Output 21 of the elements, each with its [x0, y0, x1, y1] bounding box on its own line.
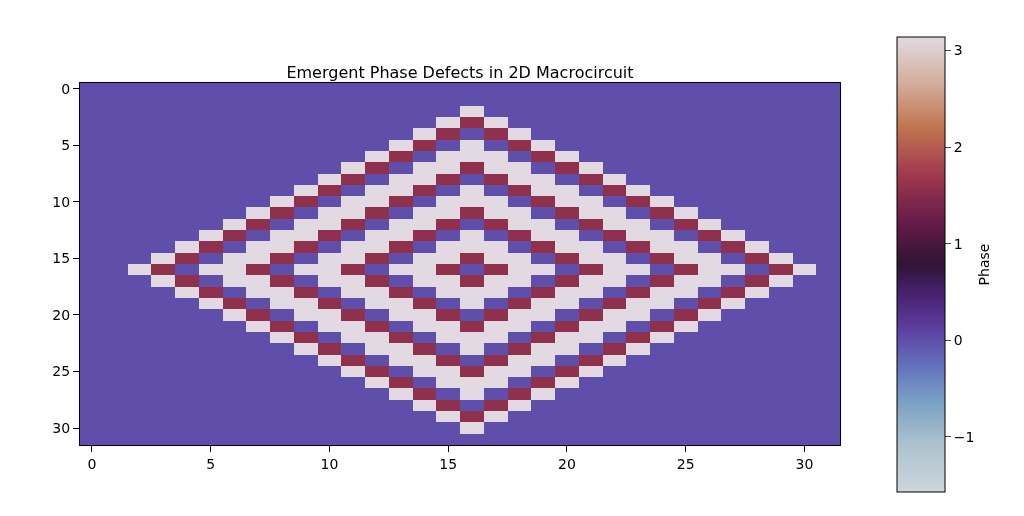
color-bar-label: 3: [953, 42, 963, 59]
y-tick-label: 0: [61, 80, 71, 97]
x-tick-label: 15: [439, 455, 458, 472]
x-tick-label: 30: [795, 455, 814, 472]
y-tick-label: 30: [52, 419, 71, 436]
y-tick-label: 5: [61, 137, 71, 154]
color-bar-label: 2: [953, 139, 963, 156]
x-tick-label: 0: [87, 455, 97, 472]
x-tick-label: 5: [206, 455, 216, 472]
x-tick-label: 20: [557, 455, 576, 472]
chart-title: Emergent Phase Defects in 2D Macrocircuit: [286, 62, 634, 82]
y-tick-label: 15: [52, 250, 71, 267]
x-tick-label: 10: [320, 455, 339, 472]
color-bar-label: 0: [953, 332, 963, 349]
x-tick-label: 25: [676, 455, 695, 472]
color-bar-label: −1: [953, 428, 975, 445]
y-tick-label: 10: [52, 193, 71, 210]
y-tick-label: 25: [52, 363, 71, 380]
y-tick-label: 20: [52, 306, 71, 323]
color-bar-label: 1: [953, 235, 963, 252]
color-bar-title: Phase: [975, 243, 992, 286]
